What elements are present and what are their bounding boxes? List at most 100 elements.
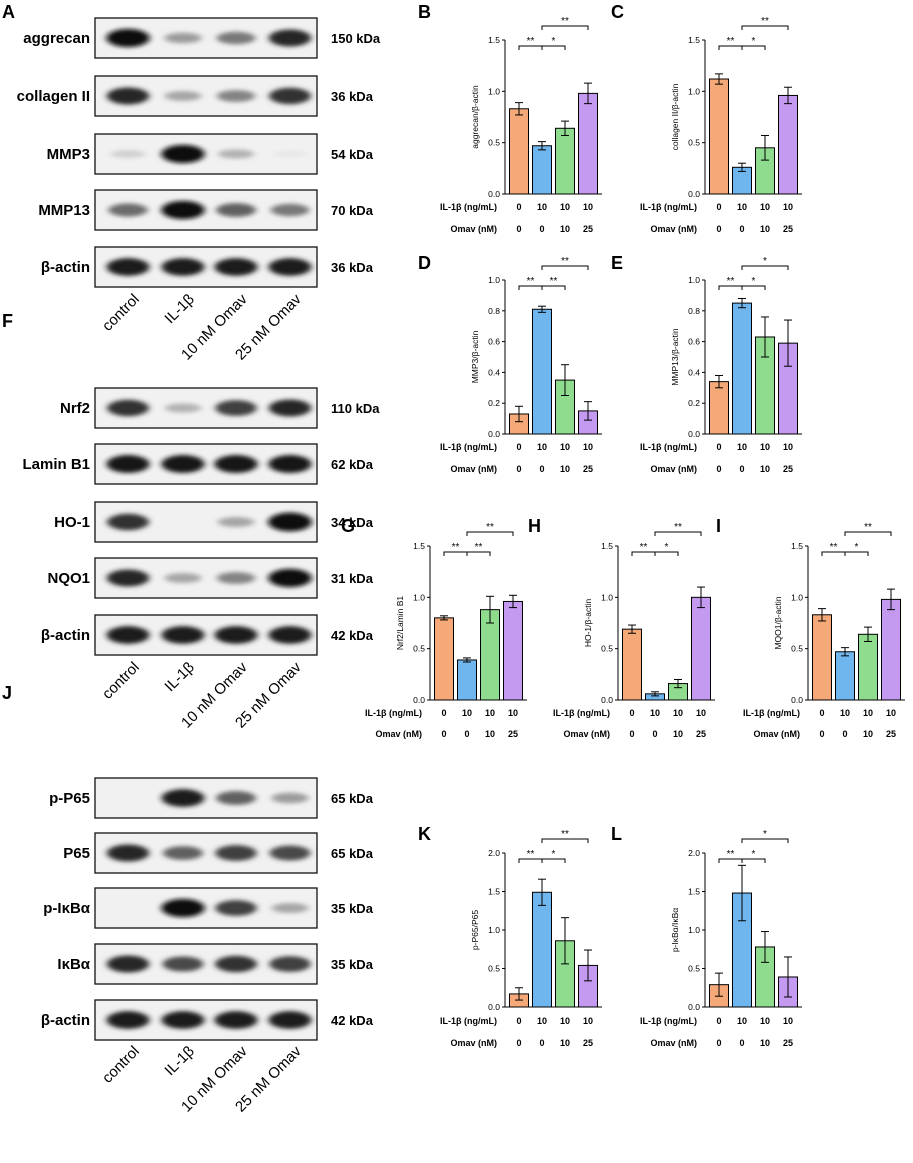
chart-panel-h: H0.00.51.01.5HO-1/β-actin** ***IL-1β (ng/… <box>528 516 715 739</box>
y-tick-label: 0.0 <box>601 695 613 705</box>
bar <box>555 127 575 195</box>
condition-value: 10 <box>886 708 896 718</box>
panel-letter: E <box>611 253 623 273</box>
y-tick-label: 0.5 <box>488 138 500 148</box>
significance-label: * <box>855 542 859 553</box>
condition-label: IL-1β (ng/mL) <box>440 442 497 452</box>
y-tick-label: 1.5 <box>688 35 700 45</box>
blot-row-label: MMP13 <box>38 202 90 219</box>
bar <box>778 94 798 195</box>
significance-bracket <box>541 25 589 30</box>
condition-value: 25 <box>696 729 706 739</box>
blot-row-label: IκBα <box>57 956 90 973</box>
y-tick-label: 1.0 <box>688 275 700 285</box>
blot-band <box>268 626 312 644</box>
blot-row-label: Nrf2 <box>60 400 90 417</box>
blot-row-label: p-IκBα <box>43 900 91 917</box>
blot-band <box>106 1011 150 1029</box>
blot-band <box>107 399 149 417</box>
bar <box>509 108 529 195</box>
significance-label: ** <box>527 849 535 860</box>
condition-value: 0 <box>539 464 544 474</box>
condition-value: 0 <box>819 729 824 739</box>
condition-value: 10 <box>783 1016 793 1026</box>
blot-band <box>217 517 255 527</box>
significance-bracket <box>541 265 589 270</box>
significance-bracket <box>741 45 766 50</box>
condition-value: 10 <box>737 1016 747 1026</box>
significance-label: * <box>763 256 767 267</box>
y-tick-label: 1.5 <box>601 541 613 551</box>
blot-band <box>162 956 204 972</box>
blot-band <box>215 900 257 916</box>
condition-label: Omav (nM) <box>375 729 422 739</box>
significance-label: * <box>752 36 756 47</box>
blot-band <box>216 203 256 217</box>
blot-band <box>271 792 309 804</box>
blot-band <box>161 455 205 473</box>
blot-band <box>269 956 311 972</box>
condition-value: 0 <box>629 729 634 739</box>
y-tick-label: 1.0 <box>488 275 500 285</box>
condition-value: 10 <box>696 708 706 718</box>
blot-row-label: p-P65 <box>49 790 90 807</box>
significance-label: ** <box>727 36 735 47</box>
blot-band <box>164 403 202 413</box>
condition-value: 0 <box>716 1016 721 1026</box>
kda-label: 62 kDa <box>331 457 374 472</box>
condition-value: 25 <box>886 729 896 739</box>
y-axis-label: p-P65/P65 <box>470 910 480 950</box>
blot-band <box>164 91 202 101</box>
condition-value: 10 <box>485 708 495 718</box>
condition-value: 10 <box>783 202 793 212</box>
significance-bracket <box>541 285 566 290</box>
y-tick-label: 0.5 <box>413 644 425 654</box>
condition-value: 0 <box>819 708 824 718</box>
condition-value: 0 <box>739 224 744 234</box>
blot-band <box>106 955 150 973</box>
kda-label: 42 kDa <box>331 628 374 643</box>
blot-band <box>216 572 256 584</box>
condition-value: 0 <box>842 729 847 739</box>
significance-label: ** <box>761 16 769 27</box>
condition-value: 10 <box>508 708 518 718</box>
y-axis-label: Nrf2/Lamin B1 <box>395 596 405 651</box>
blot-band <box>106 626 150 644</box>
y-tick-label: 1.0 <box>488 86 500 96</box>
condition-label: Omav (nM) <box>450 464 497 474</box>
significance-bracket <box>741 858 766 863</box>
condition-value: 10 <box>583 202 593 212</box>
y-tick-label: 1.0 <box>413 592 425 602</box>
y-tick-label: 0.0 <box>688 189 700 199</box>
significance-label: ** <box>674 522 682 533</box>
significance-label: ** <box>527 36 535 47</box>
bar <box>503 600 523 701</box>
condition-value: 10 <box>650 708 660 718</box>
blot-band <box>164 32 202 44</box>
condition-value: 10 <box>560 224 570 234</box>
significance-bracket <box>844 551 869 556</box>
lane-label: IL-1β <box>161 659 198 696</box>
y-tick-label: 0.8 <box>488 306 500 316</box>
condition-label: IL-1β (ng/mL) <box>640 1016 697 1026</box>
significance-bracket <box>741 25 789 30</box>
significance-label: ** <box>864 522 872 533</box>
condition-value: 10 <box>760 442 770 452</box>
condition-value: 0 <box>539 1038 544 1048</box>
condition-value: 0 <box>716 224 721 234</box>
y-tick-label: 0.5 <box>488 964 500 974</box>
panel-letter: D <box>418 253 431 273</box>
condition-value: 10 <box>863 729 873 739</box>
kda-label: 31 kDa <box>331 571 374 586</box>
y-tick-label: 1.0 <box>601 592 613 602</box>
condition-value: 10 <box>737 442 747 452</box>
condition-value: 10 <box>760 224 770 234</box>
condition-value: 10 <box>760 464 770 474</box>
y-tick-label: 0.0 <box>688 1002 700 1012</box>
kda-label: 70 kDa <box>331 203 374 218</box>
blot-band <box>106 844 150 862</box>
blot-band <box>161 1011 205 1029</box>
